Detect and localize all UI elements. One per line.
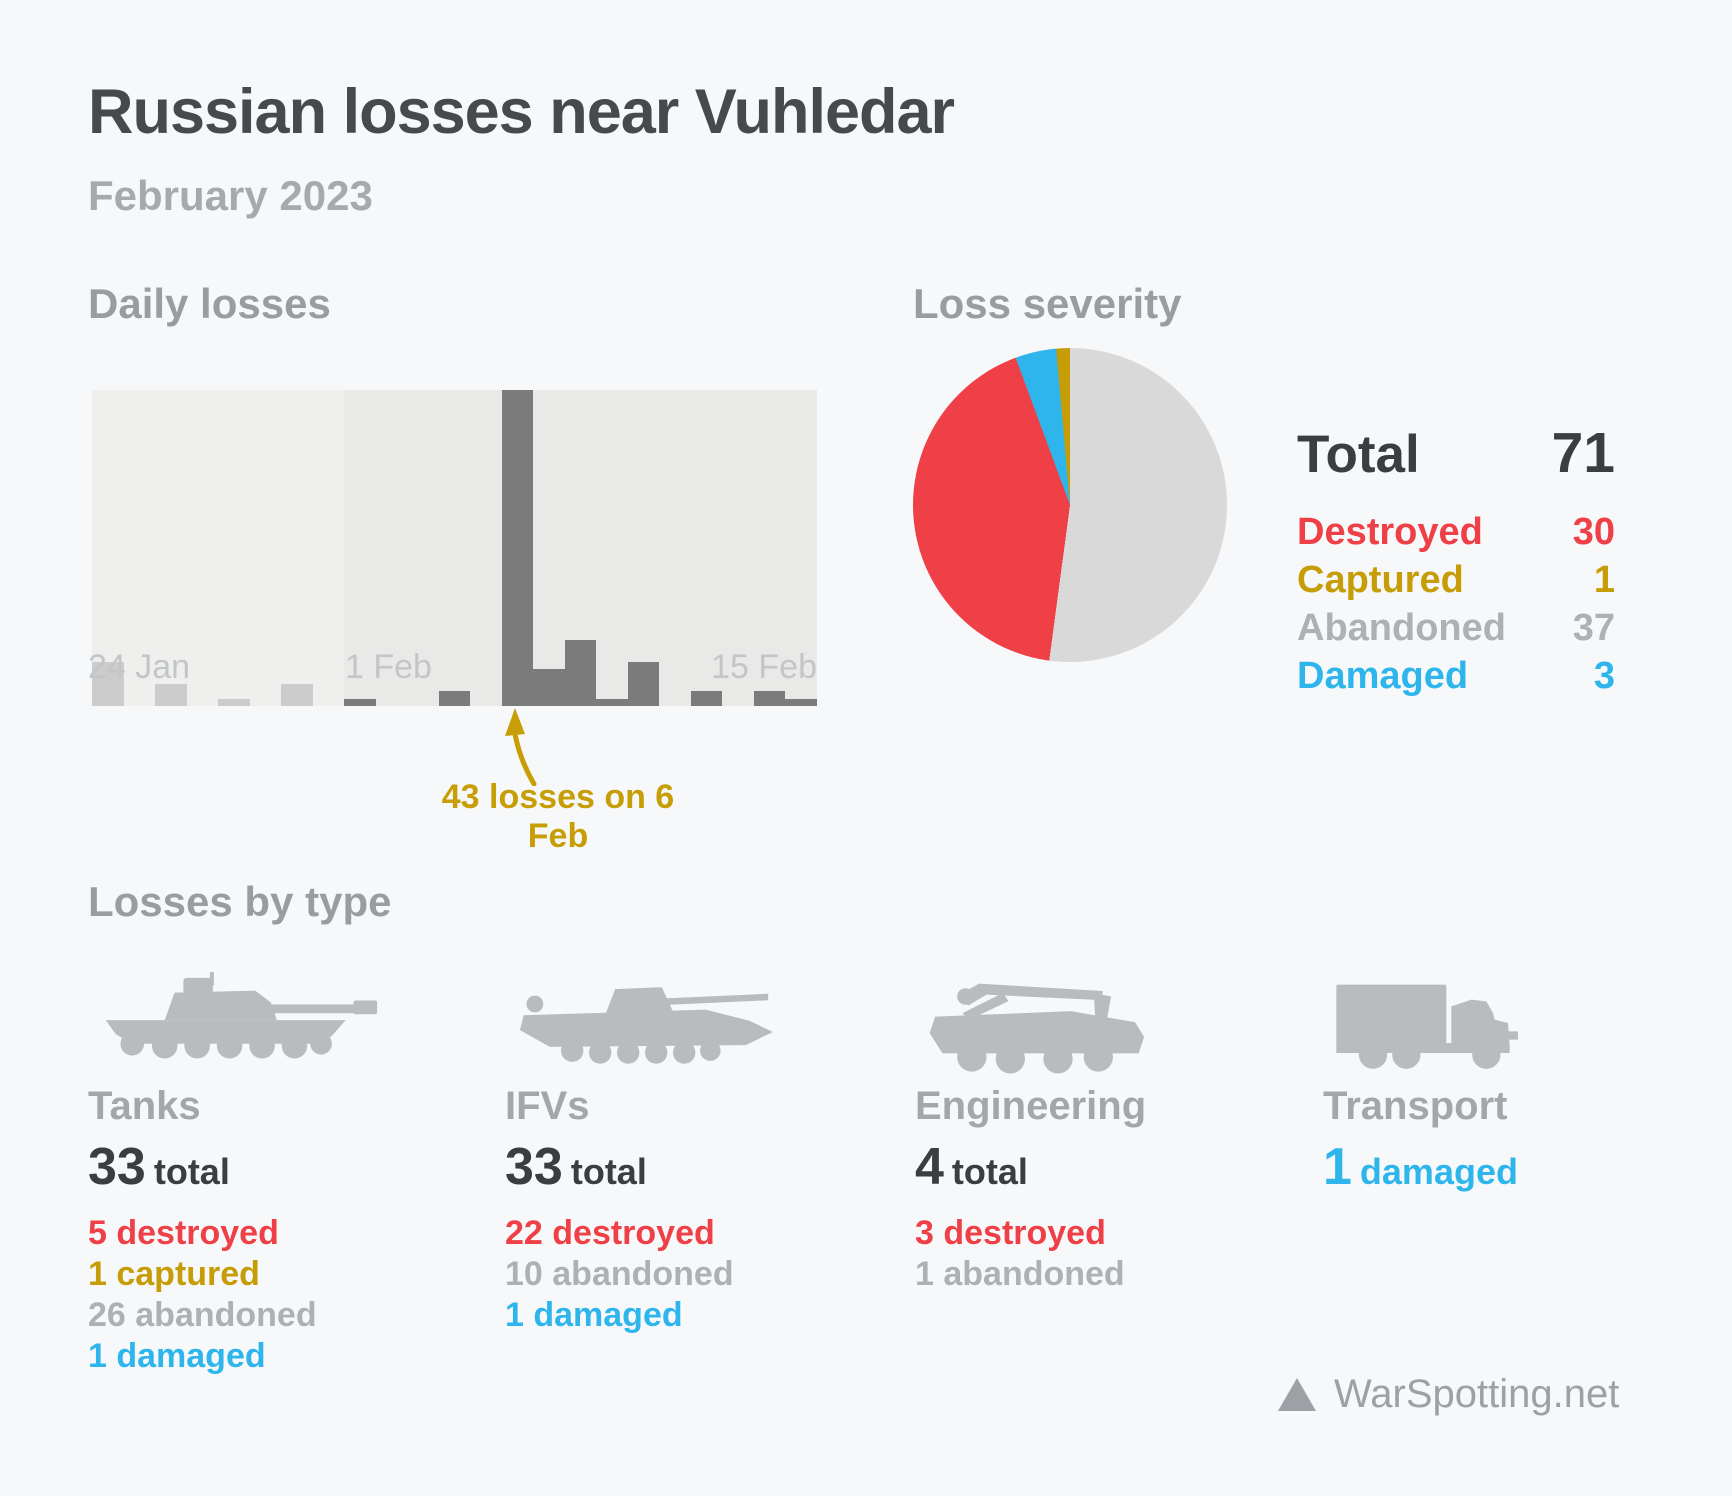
legend-row-label: Abandoned bbox=[1297, 607, 1506, 649]
footer: WarSpotting.net bbox=[1278, 1372, 1619, 1417]
type-card-engineering: Engineering 4 total 3 destroyed 1 abandoned bbox=[915, 952, 1245, 1295]
annotation-arrow-icon bbox=[505, 708, 537, 786]
legend-row-destroyed: Destroyed 30 bbox=[1297, 508, 1615, 556]
bar-day-24-jan bbox=[92, 390, 124, 706]
breakdown-row-damaged: 1 damaged bbox=[505, 1296, 683, 1334]
warspotting-triangle-logo-icon bbox=[1278, 1378, 1316, 1411]
legend-row-value: 3 bbox=[1593, 655, 1615, 697]
type-card-total: 1 damaged bbox=[1323, 1137, 1653, 1197]
breakdown-row-abandoned: 1 abandoned bbox=[915, 1255, 1125, 1293]
type-card-name: Tanks bbox=[88, 1084, 201, 1128]
bar-day-11-feb bbox=[659, 390, 691, 706]
page-title: Russian losses near Vuhledar bbox=[88, 77, 955, 147]
breakdown-row-destroyed: 5 destroyed bbox=[88, 1214, 279, 1252]
bar-day-27-jan bbox=[187, 390, 219, 706]
breakdown-row-captured: 1 captured bbox=[88, 1255, 260, 1293]
type-card-total-value: 33 bbox=[88, 1138, 146, 1196]
legend-total-row: Total 71 bbox=[1297, 420, 1615, 486]
type-card-name: IFVs bbox=[505, 1084, 590, 1128]
type-card-breakdown: 22 destroyed 10 abandoned 1 damaged bbox=[505, 1213, 835, 1336]
bar-day-30-jan bbox=[281, 390, 313, 706]
axis-label-1-feb: 1 Feb bbox=[345, 648, 432, 686]
bar-day-28-jan bbox=[218, 390, 250, 706]
breakdown-row-destroyed: 22 destroyed bbox=[505, 1214, 715, 1252]
legend-row-label: Damaged bbox=[1297, 655, 1469, 697]
type-card-total-label: total bbox=[153, 1151, 230, 1192]
tank-icon bbox=[88, 952, 418, 1074]
annotation-text: 43 losses on 6 Feb bbox=[441, 778, 675, 855]
daily-losses-heading: Daily losses bbox=[88, 280, 331, 327]
type-card-tanks: Tanks 33 total 5 destroyed 1 captured 26 aban… bbox=[88, 952, 418, 1377]
type-card-total-label: total bbox=[570, 1151, 647, 1192]
ifv-icon bbox=[505, 952, 835, 1074]
bar-day-4-feb bbox=[438, 390, 471, 706]
legend-row-label: Captured bbox=[1297, 559, 1464, 601]
legend-row-abandoned: Abandoned 37 bbox=[1297, 604, 1615, 652]
bar-day-15-feb bbox=[785, 390, 817, 706]
bar-day-14-feb bbox=[753, 390, 786, 706]
legend-row-label: Destroyed bbox=[1297, 511, 1483, 553]
legend-rows: Destroyed 30 Captured 1 Abandoned 37 Damaged 3 bbox=[1297, 508, 1615, 700]
type-card-breakdown: 3 destroyed 1 abandoned bbox=[915, 1213, 1245, 1295]
axis-label-15-feb: 15 Feb bbox=[711, 648, 817, 686]
chart-background-january bbox=[92, 390, 345, 706]
type-card-name: Transport bbox=[1323, 1084, 1508, 1128]
loss-severity-heading: Loss severity bbox=[913, 280, 1182, 327]
severity-legend: Total 71 Destroyed 30 Captured 1 Abandoned 37… bbox=[1297, 420, 1615, 700]
legend-total-label: Total bbox=[1297, 425, 1420, 484]
bar-day-26-jan bbox=[155, 390, 187, 706]
legend-row-damaged: Damaged 3 bbox=[1297, 652, 1615, 700]
legend-row-value: 37 bbox=[1572, 607, 1615, 649]
truck-icon bbox=[1323, 952, 1653, 1074]
bar-day-6-feb bbox=[501, 390, 534, 706]
bar-day-1-feb bbox=[344, 390, 376, 706]
breakdown-row-damaged: 1 damaged bbox=[88, 1337, 266, 1375]
type-card-ifvs: IFVs 33 total 22 destroyed 10 abandoned 1 dam… bbox=[505, 952, 835, 1336]
type-card-total-label: damaged bbox=[1359, 1151, 1518, 1192]
legend-row-value: 1 bbox=[1593, 559, 1615, 601]
severity-pie-chart bbox=[913, 348, 1227, 662]
bars-container bbox=[92, 390, 817, 706]
type-card-total-value: 4 bbox=[915, 1138, 944, 1196]
breakdown-row-destroyed: 3 destroyed bbox=[915, 1214, 1106, 1252]
bar-day-12-feb bbox=[690, 390, 723, 706]
type-card-name: Engineering bbox=[915, 1084, 1147, 1128]
type-card-total: 33 total bbox=[88, 1137, 418, 1197]
type-card-breakdown: 5 destroyed 1 captured 26 abandoned 1 damag… bbox=[88, 1213, 418, 1377]
type-card-total: 4 total bbox=[915, 1137, 1245, 1197]
engineering-vehicle-icon bbox=[915, 952, 1245, 1074]
axis-label-24-jan: 24 Jan bbox=[88, 648, 191, 686]
type-card-total: 33 total bbox=[505, 1137, 835, 1197]
type-card-total-value: 33 bbox=[505, 1138, 563, 1196]
bar-day-5-feb bbox=[470, 390, 502, 706]
breakdown-row-abandoned: 26 abandoned bbox=[88, 1296, 317, 1334]
losses-by-type-heading: Losses by type bbox=[88, 878, 392, 925]
daily-losses-chart bbox=[92, 390, 817, 706]
bar-day-29-jan bbox=[250, 390, 282, 706]
bar-day-9-feb bbox=[596, 390, 628, 706]
bar-day-31-jan bbox=[313, 390, 345, 706]
bar-day-10-feb bbox=[627, 390, 660, 706]
type-card-total-value: 1 bbox=[1323, 1138, 1352, 1196]
page-subtitle: February 2023 bbox=[88, 172, 373, 219]
bar-day-8-feb bbox=[564, 390, 597, 706]
type-card-transport: Transport 1 damaged bbox=[1323, 952, 1653, 1197]
legend-total-value: 71 bbox=[1551, 421, 1615, 485]
legend-row-captured: Captured 1 bbox=[1297, 556, 1615, 604]
bar-day-7-feb bbox=[533, 390, 565, 706]
breakdown-row-abandoned: 10 abandoned bbox=[505, 1255, 734, 1293]
warspotting-text: WarSpotting.net bbox=[1334, 1372, 1620, 1416]
type-card-total-label: total bbox=[951, 1151, 1028, 1192]
legend-row-value: 30 bbox=[1572, 511, 1615, 553]
